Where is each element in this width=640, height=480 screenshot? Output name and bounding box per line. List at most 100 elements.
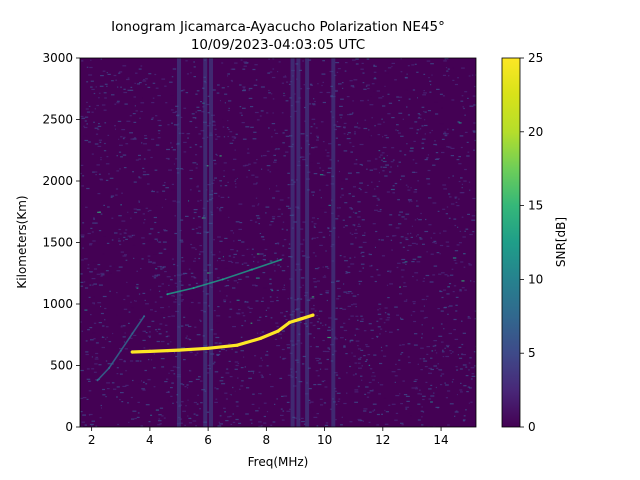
noise-speck	[232, 421, 236, 423]
noise-speck	[472, 422, 475, 424]
noise-speck	[235, 183, 237, 185]
noise-speck	[100, 213, 103, 215]
noise-speck	[326, 299, 328, 302]
noise-speck	[437, 308, 440, 310]
noise-speck	[285, 319, 288, 321]
trace-point	[299, 317, 303, 321]
noise-speck	[274, 270, 276, 272]
noise-speck	[469, 105, 474, 107]
noise-speck	[410, 200, 413, 202]
noise-speck	[88, 380, 91, 382]
noise-speck	[398, 223, 402, 225]
noise-speck	[421, 298, 425, 301]
noise-speck	[380, 166, 383, 168]
noise-speck	[134, 300, 135, 302]
noise-speck	[93, 338, 96, 340]
noise-speck	[281, 330, 285, 332]
noise-speck	[134, 105, 136, 107]
noise-speck	[169, 81, 173, 83]
noise-speck	[438, 273, 442, 275]
noise-speck	[262, 297, 264, 299]
noise-speck	[432, 202, 437, 204]
noise-speck	[317, 375, 320, 377]
noise-speck	[86, 187, 90, 190]
noise-speck	[419, 238, 423, 240]
noise-speck	[345, 339, 347, 341]
noise-speck	[87, 329, 90, 331]
x-tick-label: 6	[204, 433, 212, 447]
noise-speck	[474, 85, 476, 88]
noise-speck	[123, 136, 126, 138]
noise-speck	[300, 277, 305, 279]
noise-speck	[298, 381, 303, 383]
noise-speck	[452, 378, 455, 381]
noise-speck	[95, 86, 97, 88]
noise-speck	[100, 75, 104, 77]
noise-speck	[312, 194, 314, 196]
noise-speck	[163, 317, 166, 319]
noise-speck	[350, 208, 353, 210]
noise-speck	[359, 143, 364, 146]
noise-speck	[395, 395, 400, 397]
noise-speck	[217, 84, 220, 86]
noise-speck	[181, 300, 183, 302]
noise-speck	[277, 208, 281, 210]
echo-trace	[130, 313, 315, 354]
noise-speck	[462, 332, 466, 334]
noise-speck	[217, 425, 222, 427]
noise-speck	[390, 188, 395, 191]
noise-speck	[325, 250, 327, 252]
noise-speck	[322, 339, 325, 342]
noise-speck	[274, 149, 276, 151]
noise-speck	[343, 126, 346, 128]
noise-speck	[107, 134, 110, 136]
noise-speck	[288, 83, 291, 85]
noise-speck	[275, 148, 278, 150]
noise-speck	[369, 411, 372, 413]
noise-speck	[234, 361, 239, 363]
noise-speck	[269, 373, 271, 376]
noise-speck	[251, 422, 253, 424]
noise-speck	[158, 420, 162, 422]
noise-speck	[398, 161, 401, 163]
noise-speck	[147, 183, 150, 185]
noise-speck	[269, 296, 272, 298]
noise-speck	[414, 333, 418, 335]
noise-speck	[266, 365, 269, 367]
noise-speck	[105, 326, 109, 328]
noise-speck	[315, 370, 319, 372]
noise-speck	[127, 235, 132, 237]
noise-speck	[215, 153, 217, 155]
noise-speck	[168, 372, 170, 374]
noise-speck	[430, 384, 433, 386]
noise-speck	[445, 384, 449, 386]
noise-speck	[467, 97, 469, 99]
noise-speck	[269, 171, 272, 173]
noise-speck	[335, 403, 338, 406]
noise-speck	[181, 273, 185, 275]
noise-speck	[397, 199, 400, 201]
noise-speck	[191, 276, 195, 278]
noise-speck	[433, 369, 437, 371]
noise-speck	[244, 366, 246, 368]
noise-speck	[299, 156, 302, 158]
noise-speck	[281, 395, 284, 397]
noise-speck	[98, 211, 101, 213]
noise-speck	[89, 271, 93, 273]
noise-speck	[385, 72, 389, 74]
noise-speck	[294, 299, 298, 301]
noise-speck	[345, 178, 348, 180]
noise-speck	[255, 197, 258, 199]
noise-speck	[275, 169, 279, 171]
noise-speck	[133, 334, 137, 336]
noise-speck	[362, 241, 367, 243]
noise-speck	[348, 193, 351, 195]
noise-speck	[474, 139, 476, 142]
noise-speck	[85, 353, 89, 356]
noise-speck	[447, 275, 450, 277]
interference-band	[209, 58, 213, 427]
noise-speck	[100, 305, 102, 308]
noise-speck	[220, 376, 224, 378]
noise-speck	[446, 293, 450, 295]
noise-speck	[314, 268, 319, 270]
